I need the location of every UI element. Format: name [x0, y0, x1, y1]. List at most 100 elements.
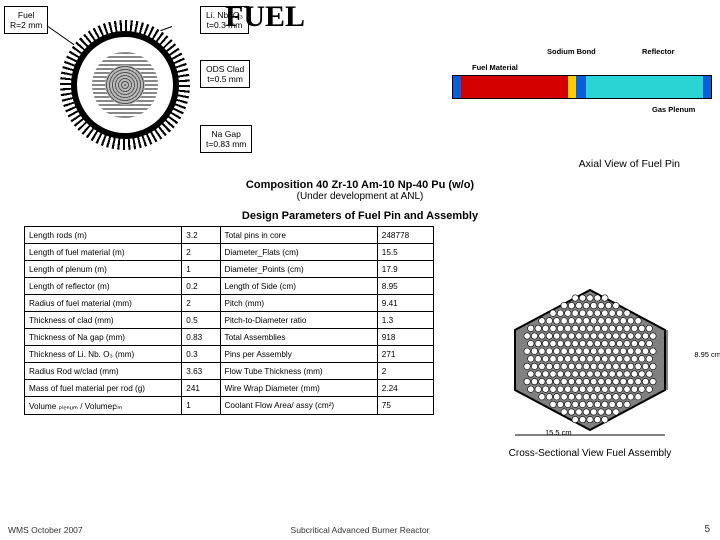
hex-pin	[572, 310, 578, 316]
axial-plenum-seg	[586, 76, 703, 98]
table-cell: Pitch (mm)	[220, 295, 377, 312]
hex-pin	[587, 401, 593, 407]
hex-pin	[565, 310, 571, 316]
hex-pin	[628, 318, 634, 324]
hex-pin	[539, 378, 545, 384]
table-cell: Pins per Assembly	[220, 346, 377, 363]
hex-pin	[528, 340, 534, 346]
hex-pin	[635, 318, 641, 324]
hex-pin	[646, 371, 652, 377]
hex-pin	[631, 371, 637, 377]
hex-pin	[591, 394, 597, 400]
hex-pin	[646, 356, 652, 362]
hex-pin	[561, 394, 567, 400]
top-region: FuelR=2 mm Li. Nb. O₃t=0.3 mm ODS Cladt=…	[0, 0, 720, 175]
hex-pin	[587, 340, 593, 346]
hex-pin	[568, 409, 574, 415]
composition-block: Composition 40 Zr-10 Am-10 Np-40 Pu (w/o…	[0, 179, 720, 202]
hex-dim-w: 15.5 cm	[545, 428, 572, 437]
hex-pin	[639, 325, 645, 331]
hex-pin	[542, 356, 548, 362]
hex-pin	[624, 401, 630, 407]
hex-pin	[535, 340, 541, 346]
hex-pin	[557, 401, 563, 407]
hex-pin	[609, 356, 615, 362]
table-cell: Length of Side (cm)	[220, 278, 377, 295]
hex-pin	[639, 356, 645, 362]
table-cell: 1	[182, 397, 220, 415]
table-row: Radius of fuel material (mm)2Pitch (mm)9…	[25, 295, 434, 312]
hex-pin	[531, 348, 537, 354]
page-title: FUEL	[225, 0, 305, 34]
hex-pin	[583, 378, 589, 384]
hex-pin	[561, 318, 567, 324]
hex-pin	[561, 348, 567, 354]
hex-pin	[602, 386, 608, 392]
table-row: Thickness of Li. Nb. O₃ (mm)0.3Pins per …	[25, 346, 434, 363]
hex-pin	[583, 318, 589, 324]
hex-pin	[620, 378, 626, 384]
table-cell: Length of reflector (m)	[25, 278, 182, 295]
hex-pin	[554, 394, 560, 400]
table-cell: 2	[182, 244, 220, 261]
hex-pin	[554, 378, 560, 384]
hex-pin	[565, 325, 571, 331]
hex-pin	[528, 371, 534, 377]
hex-svg	[500, 280, 680, 440]
hex-pin	[583, 394, 589, 400]
hex-pin	[576, 394, 582, 400]
hex-pin	[568, 333, 574, 339]
hex-pin	[583, 363, 589, 369]
hex-pin	[598, 333, 604, 339]
hex-pin	[576, 348, 582, 354]
hex-pin	[561, 302, 567, 308]
hex-pin	[539, 333, 545, 339]
table-cell: 0.2	[182, 278, 220, 295]
hex-pin	[565, 401, 571, 407]
hex-pin	[542, 340, 548, 346]
table-cell: 248778	[377, 227, 433, 244]
axial-sodium-label: Sodium Bond	[547, 47, 596, 56]
hex-pin	[594, 295, 600, 301]
hex-pin	[561, 378, 567, 384]
hex-pin	[557, 356, 563, 362]
hex-pin	[535, 325, 541, 331]
hex-pin	[642, 363, 648, 369]
table-cell: Diameter_Points (cm)	[220, 261, 377, 278]
hex-pin	[572, 386, 578, 392]
hex-pin	[635, 333, 641, 339]
hex-pin	[602, 401, 608, 407]
table-row: Thickness of clad (mm)0.5Pitch-to-Diamet…	[25, 312, 434, 329]
table-cell: 2	[182, 295, 220, 312]
axial-view: Fuel Material Sodium Bond Reflector Gas …	[452, 45, 712, 140]
hex-pin	[554, 348, 560, 354]
hex-pin	[554, 318, 560, 324]
hex-pin	[531, 378, 537, 384]
hex-pin	[524, 333, 530, 339]
axial-fuel-seg	[461, 76, 568, 98]
hex-caption: Cross-Sectional View Fuel Assembly	[475, 448, 705, 459]
hex-pin	[650, 348, 656, 354]
fuel-label: FuelR=2 mm	[10, 10, 42, 30]
hex-pin	[528, 386, 534, 392]
hex-pin	[609, 340, 615, 346]
hex-pin	[609, 325, 615, 331]
table-row: Volume ₚₗₑₙᵤₘ / Volumeբₘ1Coolant Flow Ar…	[25, 397, 434, 415]
gap-label: Na Gapt=0.83 mm	[206, 129, 246, 149]
hex-pin	[613, 394, 619, 400]
hex-pin	[594, 340, 600, 346]
hex-pin	[635, 394, 641, 400]
table-cell: Coolant Flow Area/ assy (cm²)	[220, 397, 377, 415]
hex-pin	[568, 348, 574, 354]
hex-pin	[542, 386, 548, 392]
table-cell: 8.95	[377, 278, 433, 295]
hex-pin	[613, 333, 619, 339]
table-cell: 0.83	[182, 329, 220, 346]
hex-pin	[557, 371, 563, 377]
hex-pin	[602, 325, 608, 331]
hex-pin	[624, 325, 630, 331]
hex-pin	[650, 333, 656, 339]
hex-pin	[550, 401, 556, 407]
hex-pin	[576, 318, 582, 324]
hex-pin	[605, 363, 611, 369]
